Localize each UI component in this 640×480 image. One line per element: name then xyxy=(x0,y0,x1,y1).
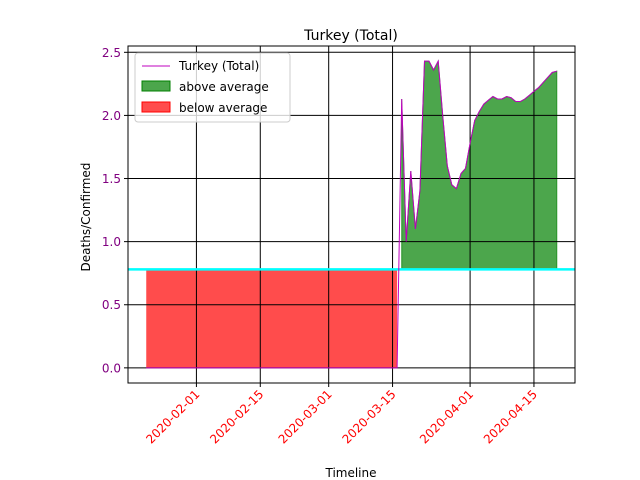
y-tick-label: 2.5 xyxy=(102,46,121,60)
plot-frame xyxy=(127,45,576,384)
legend-label-below: below average xyxy=(179,101,267,115)
legend-label-above: above average xyxy=(179,80,269,94)
y-axis-label: Deaths/Confirmed xyxy=(79,163,93,272)
y-tick-label: 1.5 xyxy=(102,172,121,186)
legend-box xyxy=(134,52,291,123)
y-tick-label: 2.0 xyxy=(102,109,121,123)
y-tick-label: 0.5 xyxy=(102,298,121,312)
series-line-turkey xyxy=(146,59,557,369)
y-axis-ticks: 0.0 0.5 1.0 1.5 2.0 2.5 xyxy=(102,46,128,375)
y-tick-label: 0.0 xyxy=(102,361,121,375)
grid-lines xyxy=(128,46,575,383)
legend-label-series: Turkey (Total) xyxy=(178,59,259,73)
y-tick-label: 1.0 xyxy=(102,235,121,249)
legend: Turkey (Total) above average below avera… xyxy=(134,52,291,123)
x-axis-label: Timeline xyxy=(324,466,376,480)
legend-below-swatch xyxy=(141,101,171,113)
area-fills xyxy=(146,59,558,368)
below-average-fill xyxy=(146,269,398,368)
series-line-group xyxy=(146,59,557,369)
chart-title: Turkey (Total) xyxy=(303,28,398,44)
legend-above-swatch xyxy=(141,80,171,92)
